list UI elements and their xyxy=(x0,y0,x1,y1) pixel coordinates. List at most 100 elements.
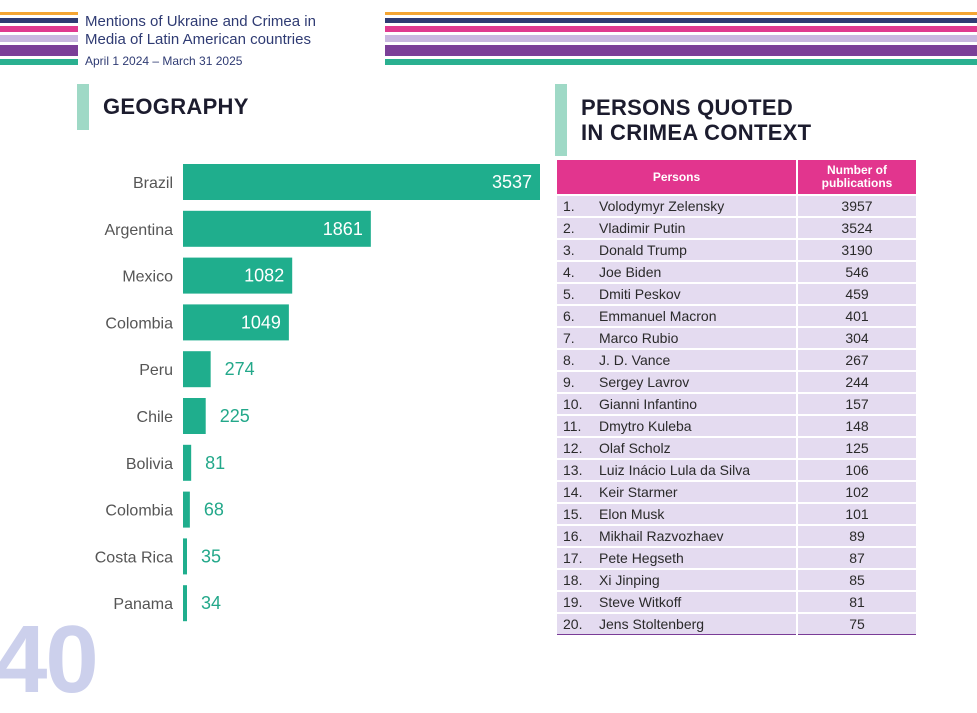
row-rank: 8. xyxy=(557,348,591,372)
table-row: 13. Luiz Inácio Lula da Silva 106 xyxy=(557,458,916,482)
category-label: Argentina xyxy=(105,222,174,239)
bar-costa-rica xyxy=(183,538,187,575)
row-person-name: Donald Trump xyxy=(591,238,797,262)
row-rank: 2. xyxy=(557,216,591,240)
table-row: 10. Gianni Infantino 157 xyxy=(557,392,916,416)
table-row: 8. J. D. Vance 267 xyxy=(557,348,916,372)
row-rank: 15. xyxy=(557,502,591,526)
table-row: 6. Emmanuel Macron 401 xyxy=(557,304,916,328)
table-row: 3. Donald Trump 3190 xyxy=(557,238,916,262)
row-publication-count: 81 xyxy=(796,590,916,614)
row-rank: 11. xyxy=(557,414,591,438)
table-row: 2. Vladimir Putin 3524 xyxy=(557,216,916,240)
table-row: 18. Xi Jinping 85 xyxy=(557,568,916,592)
category-label: Colombia xyxy=(105,503,173,520)
report-date-range: April 1 2024 – March 31 2025 xyxy=(85,54,243,68)
table-row: 14. Keir Starmer 102 xyxy=(557,480,916,504)
value-label: 3537 xyxy=(492,172,532,192)
row-rank: 3. xyxy=(557,238,591,262)
row-rank: 5. xyxy=(557,282,591,306)
row-person-name: Dmiti Peskov xyxy=(591,282,797,306)
category-label: Mexico xyxy=(122,269,173,286)
category-label: Costa Rica xyxy=(95,549,173,566)
row-publication-count: 267 xyxy=(796,348,916,372)
table-row: 1. Volodymyr Zelensky 3957 xyxy=(557,194,916,218)
row-person-name: Sergey Lavrov xyxy=(591,370,797,394)
table-row: 5. Dmiti Peskov 459 xyxy=(557,282,916,306)
persons-title-line2: IN CRIMEA CONTEXT xyxy=(581,120,812,145)
bar-chile xyxy=(183,398,206,434)
row-person-name: Vladimir Putin xyxy=(591,216,797,240)
row-person-name: Luiz Inácio Lula da Silva xyxy=(591,458,797,482)
row-person-name: J. D. Vance xyxy=(591,348,797,372)
row-person-name: Steve Witkoff xyxy=(591,590,797,614)
table-row: 20. Jens Stoltenberg 75 xyxy=(557,612,916,635)
row-person-name: Volodymyr Zelensky xyxy=(591,194,797,218)
row-publication-count: 157 xyxy=(796,392,916,416)
row-publication-count: 101 xyxy=(796,502,916,526)
row-publication-count: 459 xyxy=(796,282,916,306)
value-label: 34 xyxy=(201,593,221,613)
category-label: Chile xyxy=(137,409,174,426)
row-publication-count: 244 xyxy=(796,370,916,394)
row-publication-count: 304 xyxy=(796,326,916,350)
category-label: Peru xyxy=(139,362,173,379)
category-label: Colombia xyxy=(105,315,173,332)
row-publication-count: 106 xyxy=(796,458,916,482)
category-label: Panama xyxy=(113,596,173,613)
row-rank: 20. xyxy=(557,612,591,635)
value-label: 1082 xyxy=(244,266,284,286)
row-publication-count: 87 xyxy=(796,546,916,570)
row-rank: 16. xyxy=(557,524,591,548)
report-title-line1: Mentions of Ukraine and Crimea in xyxy=(85,13,316,30)
geography-accent-bar xyxy=(77,84,89,130)
row-publication-count: 148 xyxy=(796,414,916,438)
bar-panama xyxy=(183,585,187,622)
row-rank: 19. xyxy=(557,590,591,614)
row-rank: 4. xyxy=(557,260,591,284)
row-rank: 18. xyxy=(557,568,591,592)
page-number: 40 xyxy=(0,606,99,713)
row-publication-count: 89 xyxy=(796,524,916,548)
value-label: 1861 xyxy=(323,219,363,239)
persons-table: Persons Number of publications 1. Volodym… xyxy=(557,160,916,635)
row-rank: 12. xyxy=(557,436,591,460)
row-person-name: Dmytro Kuleba xyxy=(591,414,797,438)
geography-bar-chart: Brazil 3537 Argentina 1861 Mexico 1082 Colombi… xyxy=(95,164,540,622)
row-person-name: Xi Jinping xyxy=(591,568,797,592)
row-publication-count: 401 xyxy=(796,304,916,328)
column-header-publications-line1: Number of xyxy=(827,163,887,177)
table-row: 9. Sergey Lavrov 244 xyxy=(557,370,916,394)
table-row: 7. Marco Rubio 304 xyxy=(557,326,916,350)
row-rank: 7. xyxy=(557,326,591,350)
value-label: 81 xyxy=(205,453,225,473)
persons-table-header: Persons Number of publications xyxy=(557,160,916,195)
header-stripes-left xyxy=(0,12,78,72)
persons-table-body: 1. Volodymyr Zelensky 3957 2. Vladimir Putin… xyxy=(557,194,916,635)
bar-peru xyxy=(183,351,211,388)
bar-colombia xyxy=(183,491,190,528)
persons-title-line1: PERSONS QUOTED xyxy=(581,95,794,120)
row-person-name: Emmanuel Macron xyxy=(591,304,797,328)
report-header: Mentions of Ukraine and Crimea in Media … xyxy=(85,13,380,68)
row-person-name: Gianni Infantino xyxy=(591,392,797,416)
row-rank: 6. xyxy=(557,304,591,328)
row-person-name: Joe Biden xyxy=(591,260,797,284)
report-title: Mentions of Ukraine and Crimea in Media … xyxy=(85,13,380,49)
category-label: Brazil xyxy=(133,175,173,192)
row-person-name: Pete Hegseth xyxy=(591,546,797,570)
value-label: 225 xyxy=(220,406,250,426)
row-publication-count: 125 xyxy=(796,436,916,460)
row-person-name: Mikhail Razvozhaev xyxy=(591,524,797,548)
row-publication-count: 85 xyxy=(796,568,916,592)
value-label: 35 xyxy=(201,546,221,566)
column-header-publications-line2: publications xyxy=(821,176,893,190)
value-label: 274 xyxy=(225,359,255,379)
table-row: 4. Joe Biden 546 xyxy=(557,260,916,284)
persons-accent-bar xyxy=(555,84,567,156)
row-rank: 1. xyxy=(557,194,591,218)
row-person-name: Olaf Scholz xyxy=(591,436,797,460)
row-person-name: Elon Musk xyxy=(591,502,797,526)
row-publication-count: 3524 xyxy=(796,216,916,240)
table-row: 19. Steve Witkoff 81 xyxy=(557,590,916,614)
